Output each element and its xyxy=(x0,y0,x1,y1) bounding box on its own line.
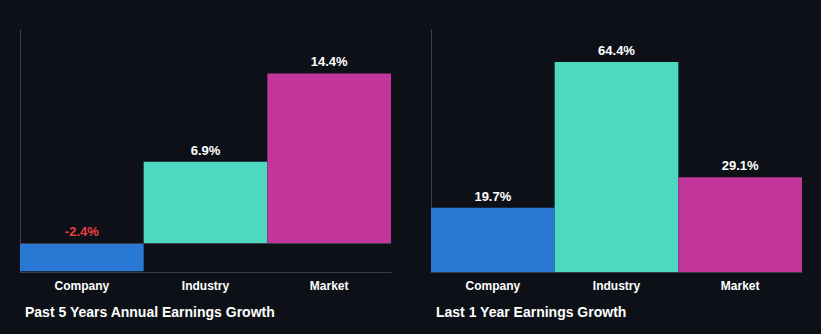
svg-text:Market: Market xyxy=(721,279,760,293)
svg-text:Industry: Industry xyxy=(182,279,230,293)
svg-text:19.7%: 19.7% xyxy=(474,189,511,204)
svg-text:Past 5 Years Annual Earnings G: Past 5 Years Annual Earnings Growth xyxy=(25,304,275,320)
svg-text:29.1%: 29.1% xyxy=(722,158,759,173)
svg-text:Company: Company xyxy=(54,279,109,293)
svg-text:-2.4%: -2.4% xyxy=(65,224,99,239)
svg-text:Industry: Industry xyxy=(593,279,641,293)
svg-text:Company: Company xyxy=(465,279,520,293)
svg-text:Last 1 Year Earnings Growth: Last 1 Year Earnings Growth xyxy=(436,304,626,320)
svg-text:64.4%: 64.4% xyxy=(598,43,635,58)
svg-text:Market: Market xyxy=(310,279,349,293)
svg-text:6.9%: 6.9% xyxy=(191,143,221,158)
svg-text:14.4%: 14.4% xyxy=(311,54,348,69)
